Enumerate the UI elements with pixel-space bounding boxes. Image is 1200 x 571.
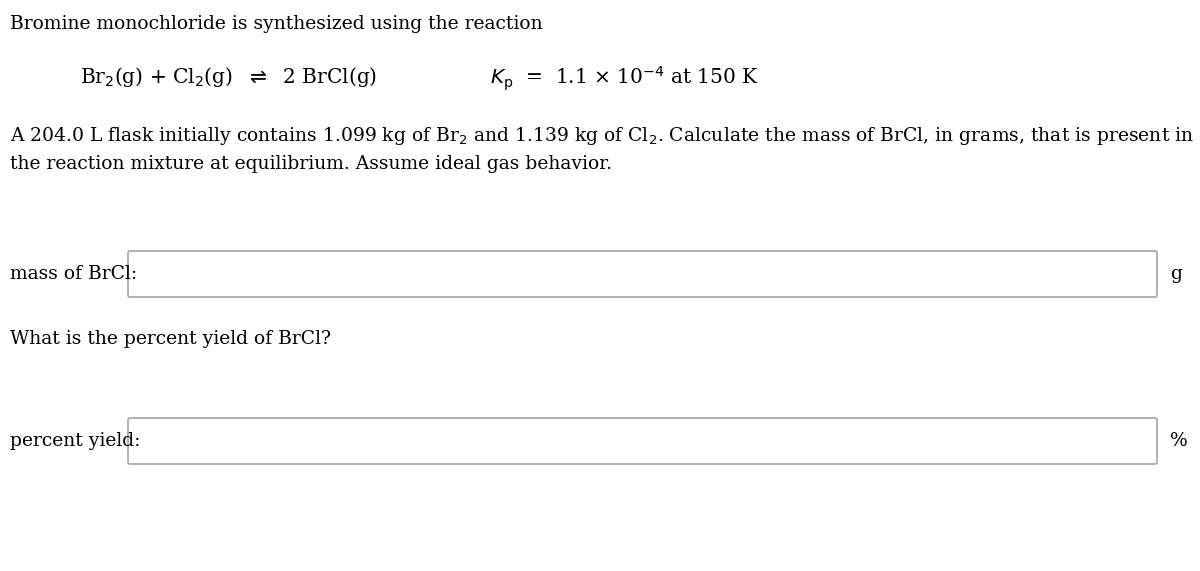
Text: Br$_2$(g) + Cl$_2$(g)  $\rightleftharpoons$  2 BrCl(g): Br$_2$(g) + Cl$_2$(g) $\rightleftharpoon… — [80, 65, 377, 89]
Text: mass of BrCl:: mass of BrCl: — [10, 265, 137, 283]
Text: $K_\mathrm{p}$  =  1.1 $\times$ 10$^{-4}$ at 150 K: $K_\mathrm{p}$ = 1.1 $\times$ 10$^{-4}$ … — [490, 65, 760, 94]
Text: Bromine monochloride is synthesized using the reaction: Bromine monochloride is synthesized usin… — [10, 15, 542, 33]
Text: %: % — [1170, 432, 1188, 450]
FancyBboxPatch shape — [128, 251, 1157, 297]
Text: percent yield:: percent yield: — [10, 432, 140, 450]
FancyBboxPatch shape — [128, 418, 1157, 464]
Text: the reaction mixture at equilibrium. Assume ideal gas behavior.: the reaction mixture at equilibrium. Ass… — [10, 155, 612, 173]
Text: What is the percent yield of BrCl?: What is the percent yield of BrCl? — [10, 330, 331, 348]
Text: g: g — [1170, 265, 1182, 283]
Text: A 204.0 L flask initially contains 1.099 kg of Br$_2$ and 1.139 kg of Cl$_2$. Ca: A 204.0 L flask initially contains 1.099… — [10, 125, 1194, 147]
